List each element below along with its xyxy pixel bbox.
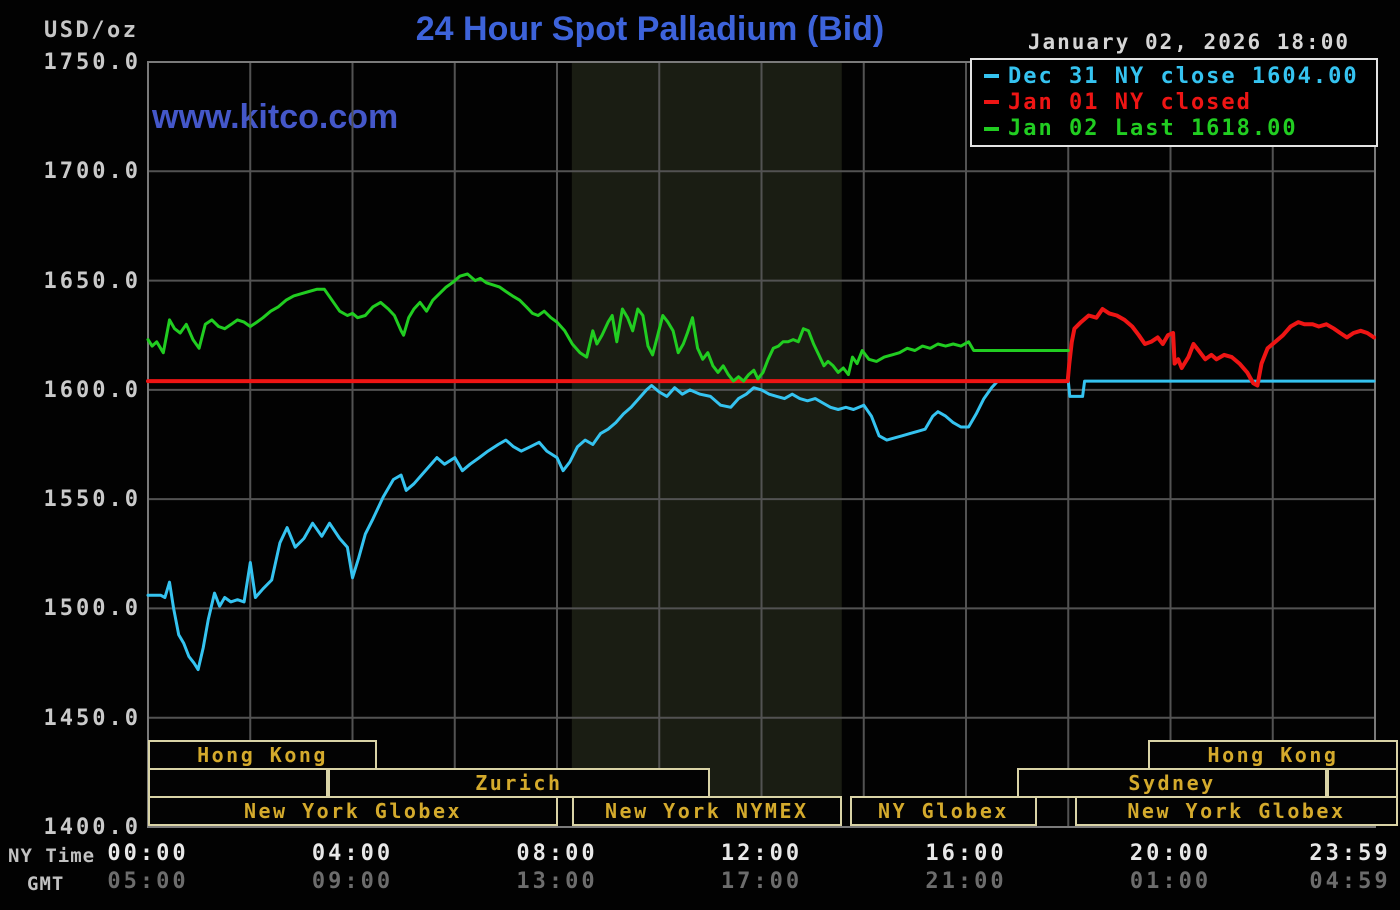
legend-dash-icon (984, 126, 999, 131)
x-tick-label-gmt: 01:00 (1129, 869, 1212, 894)
y-tick-label: 1500.0 (43, 596, 141, 622)
y-tick-label: 1650.0 (43, 268, 141, 294)
chart-timestamp: January 02, 2026 18:00 (1027, 30, 1350, 54)
x-tick-label-gmt: 13:00 (516, 869, 598, 894)
series-jan02 (146, 272, 1070, 383)
legend-dash-icon (984, 74, 999, 79)
x-axis-ny-time-caption: NY Time (8, 845, 96, 867)
x-tick-label-ny: 08:00 (516, 841, 598, 866)
series-dec31 (146, 379, 1376, 672)
session-box (148, 768, 328, 798)
legend-row-jan01: Jan 01 NY closed (984, 89, 1370, 115)
x-axis-gmt-caption: GMT (27, 873, 65, 895)
session-box-new-york-globex: New York Globex (1074, 796, 1398, 826)
session-box-hong-kong: Hong Kong (148, 740, 378, 770)
kitco-watermark: www.kitco.com (152, 98, 399, 136)
y-tick-label: 1600.0 (43, 377, 141, 403)
legend-row-dec31: Dec 31 NY close 1604.00 (984, 63, 1370, 89)
nymex-session-shaded-band (571, 63, 842, 826)
series-jan01 (146, 307, 1376, 388)
session-box (1326, 768, 1398, 798)
session-box-new-york-nymex: New York NYMEX (571, 796, 842, 826)
session-box-zurich: Zurich (327, 768, 710, 798)
x-tick-label-ny: 16:00 (925, 841, 1007, 866)
x-tick-label-ny: 04:00 (311, 841, 394, 866)
y-axis-unit-label: USD/oz (44, 18, 139, 43)
plot-border (147, 61, 1376, 828)
x-tick-label-ny: 20:00 (1129, 841, 1212, 866)
x-tick-label-ny: 00:00 (107, 841, 189, 866)
x-tick-label-gmt: 09:00 (311, 869, 394, 894)
x-tick-label-gmt: 05:00 (107, 869, 189, 894)
x-tick-label-ny: 23:59 (1309, 841, 1391, 866)
y-tick-label: 1550.0 (43, 487, 141, 513)
session-box-new-york-globex: New York Globex (148, 796, 559, 826)
x-tick-label-gmt: 21:00 (925, 869, 1007, 894)
legend-label: Dec 31 NY close 1604.00 (1008, 63, 1359, 89)
x-tick-label-ny: 12:00 (720, 841, 803, 866)
y-tick-label: 1400.0 (43, 815, 141, 840)
y-tick-label: 1700.0 (43, 159, 141, 185)
session-box-hong-kong: Hong Kong (1148, 740, 1398, 770)
session-box-sydney: Sydney (1017, 768, 1327, 798)
x-tick-label-gmt: 04:59 (1309, 869, 1391, 894)
session-box-ny-globex: NY Globex (849, 796, 1038, 826)
legend-label: Jan 01 NY closed (1008, 89, 1252, 115)
page-title: 24 Hour Spot Palladium (Bid) (415, 10, 885, 48)
legend-label: Jan 02 Last 1618.00 (1008, 116, 1298, 142)
legend-box: Dec 31 NY close 1604.00 Jan 01 NY closed J… (970, 58, 1378, 147)
legend-row-jan02: Jan 02 Last 1618.00 (984, 116, 1370, 142)
x-tick-label-gmt: 17:00 (720, 869, 803, 894)
legend-dash-icon (984, 100, 999, 105)
y-tick-label: 1750.0 (43, 50, 141, 75)
y-tick-label: 1450.0 (43, 705, 141, 731)
